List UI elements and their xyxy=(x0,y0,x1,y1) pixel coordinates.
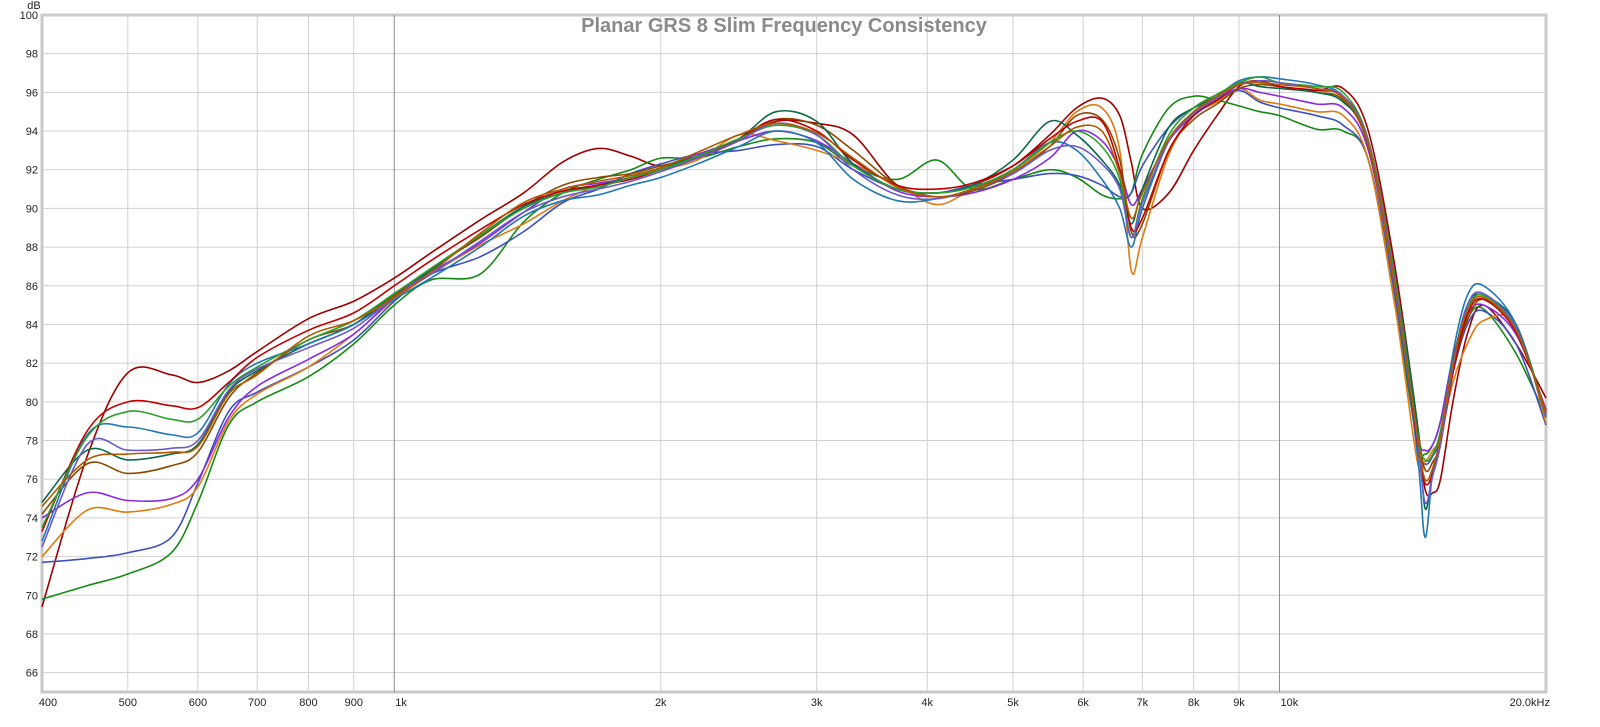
y-axis-unit: dB xyxy=(27,0,40,12)
series-line-12 xyxy=(41,81,1547,507)
x-tick-label: 5k xyxy=(1007,697,1019,709)
x-tick-label: 3k xyxy=(811,697,823,709)
x-tick-label: 400 xyxy=(39,697,57,709)
x-tick-label: 700 xyxy=(248,697,266,709)
x-axis-ticks: 400 500 600 700 800 900 1k 2k 3k 4k 5k 6k 7k 8k 9k 10k 2… xyxy=(39,697,1550,709)
y-tick-label: 88 xyxy=(26,242,38,254)
y-tick-label: 96 xyxy=(26,87,38,99)
x-tick-label: 600 xyxy=(189,697,207,709)
x-tick-label: 2k xyxy=(655,697,667,709)
y-tick-label: 72 xyxy=(26,552,38,564)
series-lines xyxy=(41,76,1547,608)
x-tick-label: 900 xyxy=(345,697,363,709)
x-tick-label: 800 xyxy=(299,697,317,709)
x-tick-label: 20.0kHz xyxy=(1510,697,1550,709)
y-tick-label: 84 xyxy=(26,319,38,331)
y-tick-label: 66 xyxy=(26,668,38,680)
y-tick-label: 78 xyxy=(26,436,38,448)
y-tick-label: 70 xyxy=(26,590,38,602)
y-tick-label: 100 xyxy=(20,10,38,22)
x-tick-label: 10k xyxy=(1281,697,1299,709)
chart-title: Planar GRS 8 Slim Frequency Consistency xyxy=(581,15,988,37)
y-tick-label: 98 xyxy=(26,49,38,61)
y-tick-label: 90 xyxy=(26,203,38,215)
x-tick-label: 8k xyxy=(1188,697,1200,709)
y-tick-label: 74 xyxy=(26,513,38,525)
grid xyxy=(42,14,1547,692)
x-tick-label: 1k xyxy=(395,697,407,709)
y-tick-label: 92 xyxy=(26,165,38,177)
y-tick-label: 76 xyxy=(26,474,38,486)
x-tick-label: 7k xyxy=(1137,697,1149,709)
y-tick-label: 86 xyxy=(26,281,38,293)
y-tick-label: 80 xyxy=(26,397,38,409)
x-tick-label: 500 xyxy=(119,697,137,709)
y-tick-label: 94 xyxy=(26,126,38,138)
y-axis-ticks: 100 98 96 94 92 90 88 86 84 82 80 78 76 74 72 70 68 66 xyxy=(20,10,38,680)
x-tick-label: 9k xyxy=(1233,697,1245,709)
x-tick-label: 6k xyxy=(1077,697,1089,709)
y-tick-label: 68 xyxy=(26,629,38,641)
series-line-8 xyxy=(41,76,1547,542)
y-tick-label: 82 xyxy=(26,358,38,370)
x-tick-label: 4k xyxy=(921,697,933,709)
